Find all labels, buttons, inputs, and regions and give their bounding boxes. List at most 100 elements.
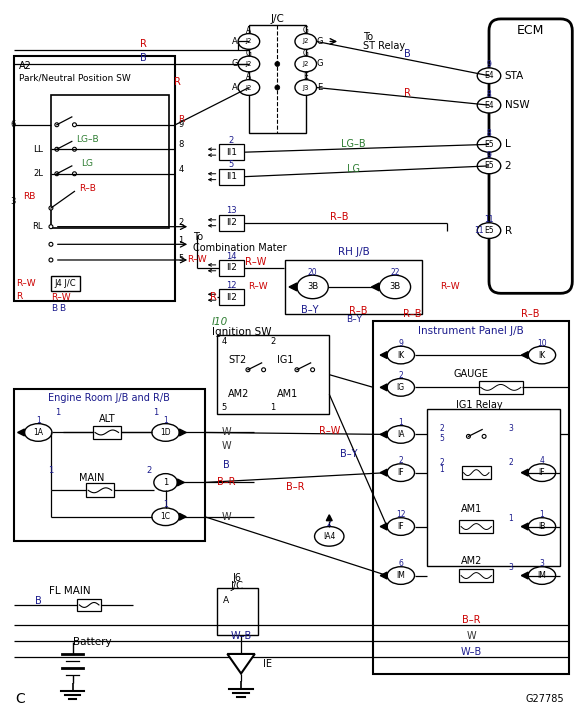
Polygon shape (380, 469, 387, 476)
Text: 5: 5 (440, 434, 444, 443)
Text: Battery: Battery (73, 637, 111, 647)
Text: 9: 9 (486, 61, 492, 69)
Text: II1: II1 (226, 148, 237, 157)
Polygon shape (18, 429, 25, 436)
Text: 1: 1 (163, 500, 168, 510)
Text: IG1 Relay: IG1 Relay (456, 400, 503, 410)
Text: W–B: W–B (461, 647, 482, 657)
Ellipse shape (55, 147, 59, 151)
Text: 3: 3 (508, 563, 513, 572)
Text: R–W: R–W (187, 255, 207, 265)
Text: J2: J2 (302, 39, 309, 44)
Text: C: C (16, 692, 25, 706)
Text: 20: 20 (308, 267, 318, 277)
Text: 1: 1 (508, 514, 513, 523)
Text: ST Relay: ST Relay (363, 41, 405, 51)
Text: II2: II2 (226, 292, 237, 302)
Text: Instrument Panel J/B: Instrument Panel J/B (418, 325, 524, 335)
Text: MAIN: MAIN (80, 473, 105, 483)
Text: W: W (222, 428, 231, 438)
Text: R–B: R–B (403, 309, 422, 319)
Text: IF: IF (539, 468, 545, 477)
Text: R–W: R–W (51, 292, 70, 302)
Ellipse shape (25, 424, 52, 441)
Ellipse shape (49, 242, 53, 246)
Ellipse shape (387, 425, 414, 443)
Ellipse shape (49, 225, 53, 229)
Text: 9: 9 (486, 151, 492, 159)
Text: E5: E5 (484, 226, 494, 235)
Text: 9: 9 (178, 120, 183, 129)
Text: 2L: 2L (33, 169, 43, 178)
Text: W: W (466, 631, 476, 641)
Text: A: A (246, 26, 251, 35)
Polygon shape (380, 523, 387, 530)
Text: 1: 1 (55, 408, 60, 418)
Ellipse shape (295, 34, 316, 49)
Text: II2: II2 (226, 218, 237, 227)
Ellipse shape (477, 137, 501, 152)
Text: J2: J2 (246, 61, 252, 67)
Text: 5: 5 (178, 254, 183, 262)
Text: LG–B: LG–B (342, 139, 366, 149)
Text: R: R (174, 77, 181, 87)
Ellipse shape (49, 258, 53, 262)
Text: AM1: AM1 (461, 504, 482, 514)
Text: R: R (404, 89, 411, 99)
Text: B–R: B–R (286, 483, 304, 493)
Text: 1: 1 (271, 403, 275, 413)
Text: Ignition SW: Ignition SW (212, 327, 271, 337)
Text: NSW: NSW (505, 100, 529, 110)
Text: A: A (232, 37, 238, 46)
Text: 12: 12 (396, 511, 406, 519)
Text: LL: LL (33, 144, 43, 154)
Text: LG: LG (347, 164, 360, 174)
Text: R–B: R–B (349, 306, 368, 316)
FancyBboxPatch shape (489, 19, 573, 293)
Text: G: G (303, 26, 309, 35)
Text: G: G (316, 59, 323, 69)
Bar (13, 56, 175, 301)
Polygon shape (372, 283, 379, 291)
Text: B: B (60, 305, 66, 313)
Text: IK: IK (397, 350, 404, 360)
Bar (219, 144, 244, 160)
Bar (77, 598, 101, 611)
Text: J4 J/C: J4 J/C (55, 279, 76, 288)
Text: G: G (303, 49, 309, 58)
Text: RL: RL (33, 222, 43, 231)
Text: R–W: R–W (440, 282, 459, 292)
Text: R–B: R–B (521, 309, 539, 319)
Text: 5: 5 (229, 160, 234, 169)
Text: RB: RB (23, 192, 36, 201)
Text: E: E (317, 83, 322, 92)
Ellipse shape (261, 368, 265, 372)
Text: R: R (505, 226, 512, 235)
Text: R–W: R–W (248, 282, 268, 292)
Bar (219, 215, 244, 231)
Ellipse shape (477, 158, 501, 174)
Text: ST2: ST2 (229, 355, 247, 365)
Text: E4: E4 (484, 101, 494, 109)
Ellipse shape (528, 567, 556, 584)
Text: IB: IB (538, 522, 546, 531)
Text: Engine Room J/B and R/B: Engine Room J/B and R/B (48, 393, 170, 403)
Text: II1: II1 (226, 172, 237, 181)
Bar (51, 276, 80, 291)
Ellipse shape (379, 275, 411, 299)
Text: IM: IM (537, 571, 546, 580)
Ellipse shape (528, 346, 556, 364)
Ellipse shape (275, 85, 280, 90)
Ellipse shape (297, 275, 328, 299)
Ellipse shape (466, 435, 471, 438)
Ellipse shape (246, 368, 250, 372)
Ellipse shape (238, 34, 260, 49)
Bar (219, 290, 244, 305)
Text: 4: 4 (178, 165, 183, 174)
Text: IA: IA (397, 430, 404, 439)
Text: J/C: J/C (231, 581, 244, 591)
Text: E4: E4 (484, 72, 494, 80)
Text: J2: J2 (246, 39, 252, 44)
Polygon shape (522, 352, 528, 358)
Text: L: L (505, 139, 510, 149)
